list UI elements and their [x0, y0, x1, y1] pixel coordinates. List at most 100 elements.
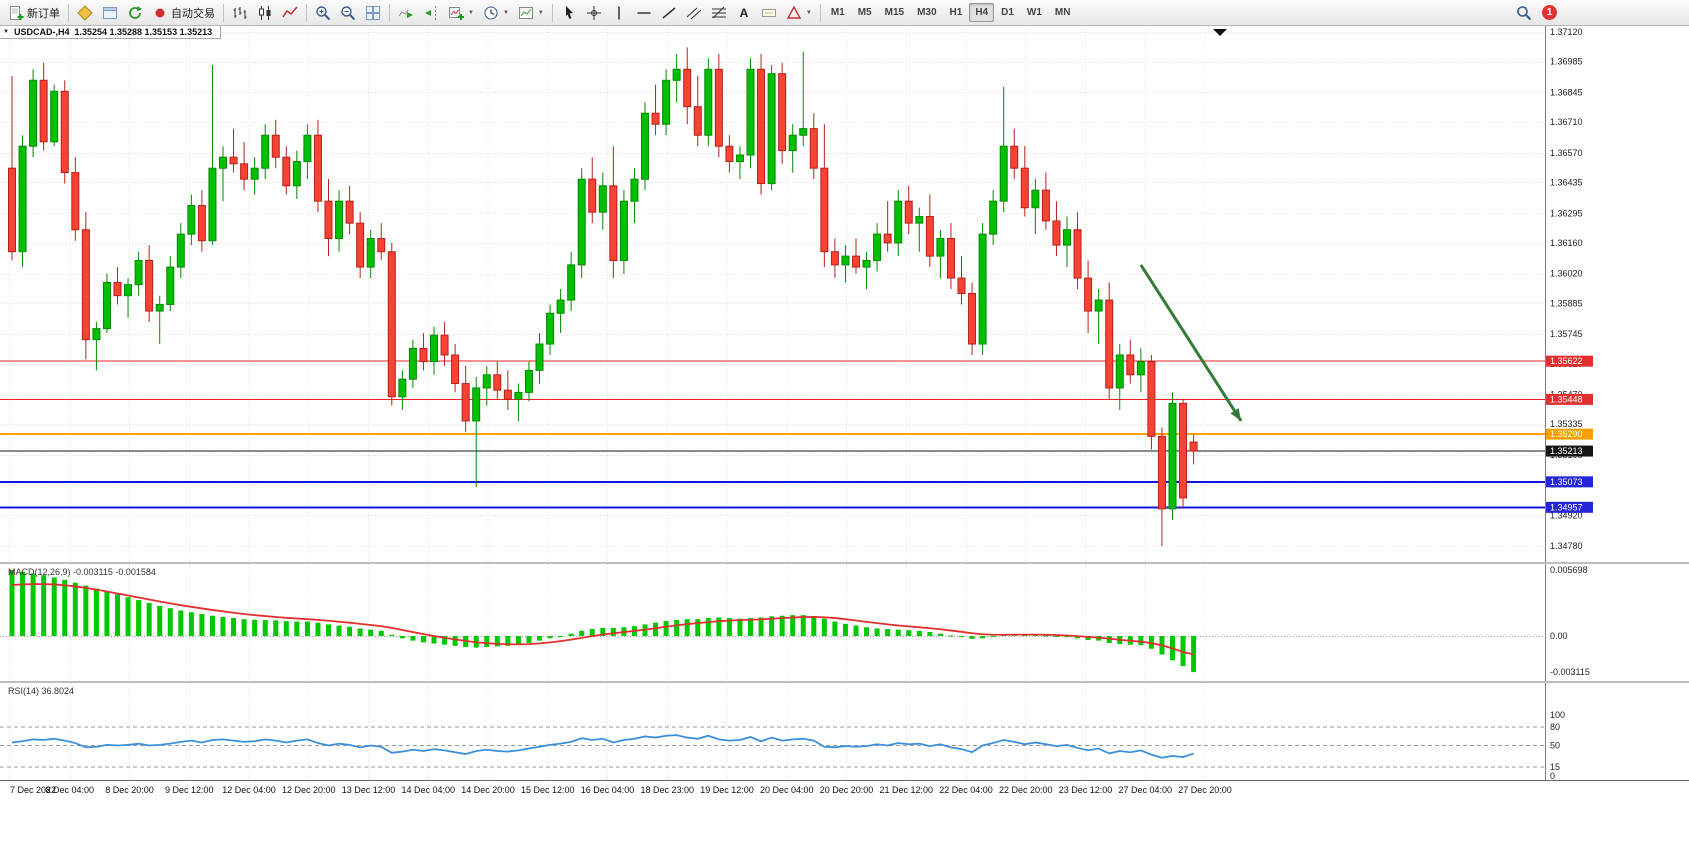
rsi-line [11, 734, 1194, 759]
market-watch-button[interactable] [73, 2, 97, 24]
rsi-axis[interactable]: 100 80 50 150 [1545, 683, 1566, 780]
text-button[interactable]: A [732, 2, 756, 24]
notification-badge[interactable]: 1 [1542, 5, 1557, 20]
zoom-in-icon [315, 5, 331, 21]
new-order-button[interactable]: 新订单 [4, 2, 64, 24]
chart-title-symbol: USDCAD-,H4 [13, 26, 70, 37]
time-axis-label: 7 Dec 2022 [10, 785, 57, 795]
search-button[interactable] [1512, 2, 1536, 24]
timeframe-h1-button[interactable]: H1 [944, 3, 969, 22]
rsi-label: RSI(14) 36.8024 [8, 686, 74, 696]
line-chart-button[interactable] [278, 2, 302, 24]
price-axis-label: 1.36435 [1550, 177, 1583, 187]
timeframe-mn-button[interactable]: MN [1049, 3, 1077, 22]
tile-windows-icon [365, 5, 381, 21]
horizontal-lines[interactable] [0, 360, 1545, 509]
panel-splitter[interactable] [0, 562, 1689, 564]
svg-text:15: 15 [1550, 762, 1560, 772]
macd-axis[interactable]: 0.005698 0.00 -0.003115 [1545, 564, 1590, 681]
time-axis-label: 22 Dec 04:00 [939, 785, 993, 795]
rsi-chart[interactable]: 100 80 50 150 RSI(14) 36.8024 [0, 683, 1689, 780]
horizontal-line-button[interactable] [632, 2, 656, 24]
svg-text:1.34957: 1.34957 [1550, 502, 1583, 512]
crosshair-icon [586, 5, 602, 21]
auto-scroll-button[interactable] [394, 2, 418, 24]
toolbar-right-group: 1 [1512, 2, 1557, 24]
bar-shift-marker[interactable] [1213, 29, 1227, 36]
timeframe-m15-button[interactable]: M15 [879, 3, 910, 22]
chevron-down-icon: ▼ [805, 9, 812, 16]
chart-title-tab[interactable]: ▼ USDCAD-,H4 1.35254 1.35288 1.35153 1.3… [0, 26, 222, 39]
candlestick-chart-button[interactable] [253, 2, 277, 24]
trendline-icon [661, 5, 677, 21]
trendline-button[interactable] [657, 2, 681, 24]
search-icon [1516, 5, 1532, 21]
svg-text:0.00: 0.00 [1550, 631, 1568, 641]
price-chart[interactable]: 1.37120 1.36985 1.36845 1.36710 1.36570 1.364… [0, 26, 1689, 562]
cursor-button[interactable] [557, 2, 581, 24]
timeframe-m30-button[interactable]: M30 [911, 3, 942, 22]
time-axis-label: 8 Dec 20:00 [105, 785, 154, 795]
price-axis-label: 1.34780 [1550, 541, 1583, 551]
macd-signal-line [11, 583, 1194, 656]
price-axis-label: 1.37120 [1550, 27, 1583, 37]
template-button[interactable]: ▼ [514, 2, 548, 24]
timeframe-d1-button[interactable]: D1 [995, 3, 1020, 22]
chevron-down-icon: ▼ [537, 9, 544, 16]
panel-splitter[interactable] [0, 681, 1689, 683]
period-button[interactable]: ▼ [479, 2, 513, 24]
trend-arrow[interactable] [1139, 264, 1243, 422]
auto-scroll-icon [398, 5, 414, 21]
svg-text:1.35448: 1.35448 [1550, 394, 1583, 404]
price-tags: 1.35622 1.35448 1.35290 1.35213 1.35073 1.349… [1546, 355, 1593, 513]
zoom-in-button[interactable] [311, 2, 335, 24]
autotrading-status-icon [152, 5, 168, 21]
crosshair-button[interactable] [582, 2, 606, 24]
time-axis-label: 18 Dec 23:00 [640, 785, 695, 795]
chart-shift-button[interactable] [419, 2, 443, 24]
price-grid [0, 26, 1545, 562]
data-window-button[interactable] [98, 2, 122, 24]
cursor-icon [561, 5, 577, 21]
bar-chart-button[interactable] [228, 2, 252, 24]
time-axis-label: 12 Dec 04:00 [222, 785, 276, 795]
new-chart-button[interactable]: ▼ [444, 2, 478, 24]
timeframe-m1-button[interactable]: M1 [825, 3, 851, 22]
timeframe-m5-button[interactable]: M5 [852, 3, 878, 22]
tile-windows-button[interactable] [361, 2, 385, 24]
timeframe-w1-button[interactable]: W1 [1021, 3, 1048, 22]
refresh-button[interactable] [123, 2, 147, 24]
toolbar-separator [223, 3, 224, 22]
macd-histogram [9, 569, 1197, 673]
label-icon [761, 5, 777, 21]
fibonacci-button[interactable] [707, 2, 731, 24]
text-label-button[interactable] [757, 2, 781, 24]
macd-chart[interactable]: 0.005698 0.00 -0.003115 MACD(12,26,9) -0.00… [0, 564, 1689, 681]
timeframe-h4-button[interactable]: H4 [969, 3, 995, 22]
zoom-out-button[interactable] [336, 2, 360, 24]
channel-button[interactable] [682, 2, 706, 24]
candlestick-chart-icon [257, 5, 273, 21]
new-chart-icon [448, 5, 464, 21]
new-order-icon [8, 5, 24, 21]
auto-trading-button[interactable]: 自动交易 [148, 2, 219, 24]
vertical-line-button[interactable] [607, 2, 631, 24]
svg-text:1.35073: 1.35073 [1550, 477, 1583, 487]
bar-chart-icon [232, 5, 248, 21]
price-axis-label: 1.36160 [1550, 238, 1583, 248]
shapes-button[interactable]: ▼ [782, 2, 816, 24]
time-axis-label: 8 Dec 04:00 [45, 785, 95, 795]
collapse-icon[interactable]: ▼ [3, 28, 9, 35]
time-axis-label: 20 Dec 20:00 [819, 785, 874, 795]
svg-text:100: 100 [1550, 710, 1565, 720]
vertical-line-icon [611, 5, 627, 21]
price-axis-label: 1.35745 [1550, 329, 1583, 339]
time-axis[interactable]: 7 Dec 2022 8 Dec 04:00 8 Dec 20:00 9 Dec 12… [0, 780, 1689, 800]
zoom-out-icon [340, 5, 356, 21]
time-axis-label: 14 Dec 20:00 [461, 785, 515, 795]
time-axis-label: 27 Dec 04:00 [1118, 785, 1173, 795]
price-tag-1.35073 [1546, 476, 1593, 488]
template-icon [518, 5, 534, 21]
time-axis-label: 20 Dec 04:00 [759, 785, 814, 795]
